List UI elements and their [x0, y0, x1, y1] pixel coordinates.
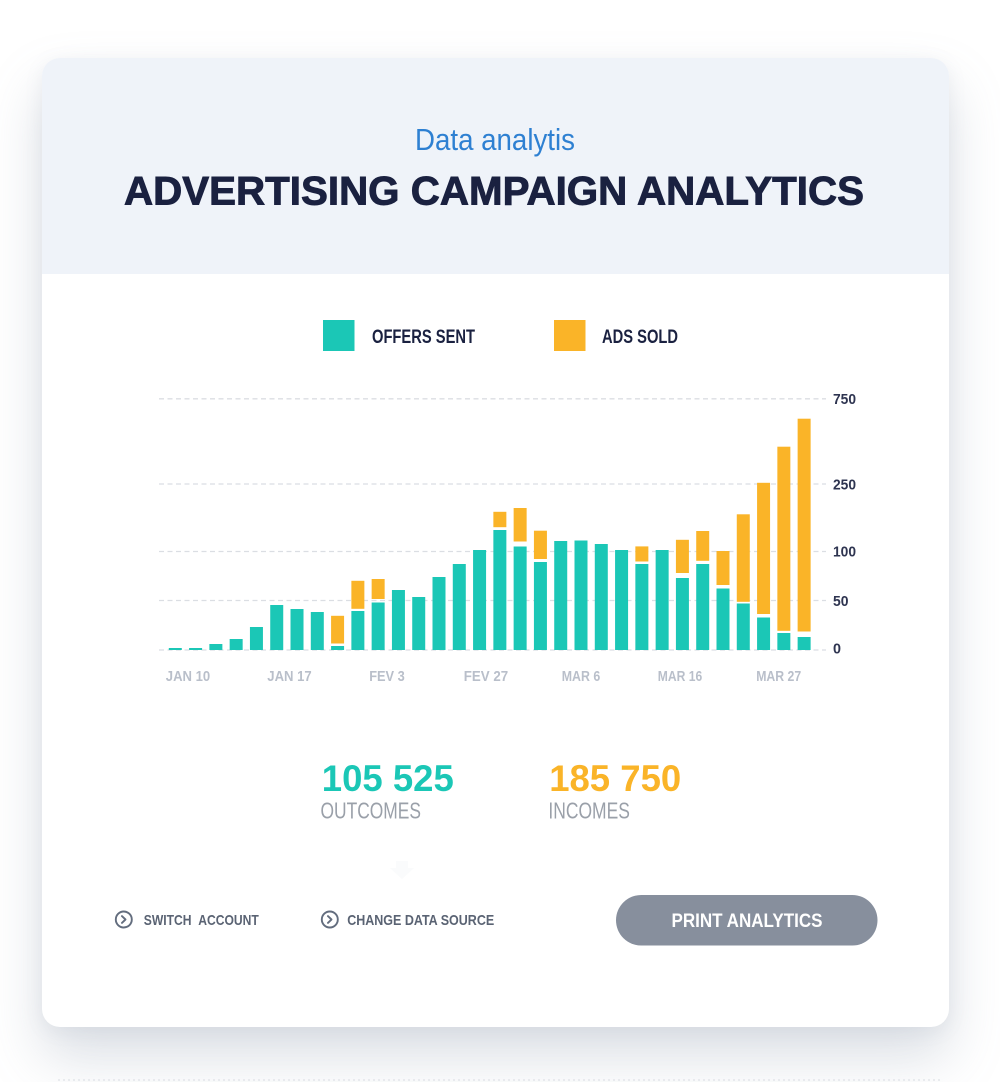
svg-text:MAR 16: MAR 16	[658, 668, 702, 685]
svg-text:OFFERS SENT: OFFERS SENT	[372, 327, 475, 348]
svg-text:100: 100	[833, 544, 856, 561]
svg-text:ADVERTISING CAMPAIGN ANALYTICS: ADVERTISING CAMPAIGN ANALYTICS	[124, 170, 864, 214]
svg-text:CHANGE DATA SOURCE: CHANGE DATA SOURCE	[347, 912, 494, 929]
svg-text:250: 250	[833, 477, 856, 494]
svg-text:FEV 3: FEV 3	[369, 668, 405, 685]
svg-text:MAR 6: MAR 6	[562, 668, 601, 685]
svg-text:185 750: 185 750	[549, 758, 681, 799]
svg-text:JAN 17: JAN 17	[267, 668, 311, 685]
svg-text:750: 750	[833, 391, 856, 408]
svg-text:JAN 10: JAN 10	[166, 668, 210, 685]
svg-text:ADS SOLD: ADS SOLD	[602, 327, 678, 348]
svg-text:PRINT ANALYTICS: PRINT ANALYTICS	[672, 911, 823, 932]
svg-text:SWITCH ACCOUNT: SWITCH ACCOUNT	[144, 912, 259, 929]
svg-text:OUTCOMES: OUTCOMES	[321, 798, 422, 824]
svg-text:50: 50	[833, 593, 849, 610]
svg-text:INCOMES: INCOMES	[548, 798, 630, 824]
svg-text:0: 0	[833, 641, 841, 658]
svg-text:FEV 27: FEV 27	[464, 668, 508, 685]
svg-text:MAR 27: MAR 27	[756, 668, 801, 685]
svg-text:105 525: 105 525	[322, 758, 454, 799]
svg-text:Data analytis: Data analytis	[415, 122, 575, 157]
